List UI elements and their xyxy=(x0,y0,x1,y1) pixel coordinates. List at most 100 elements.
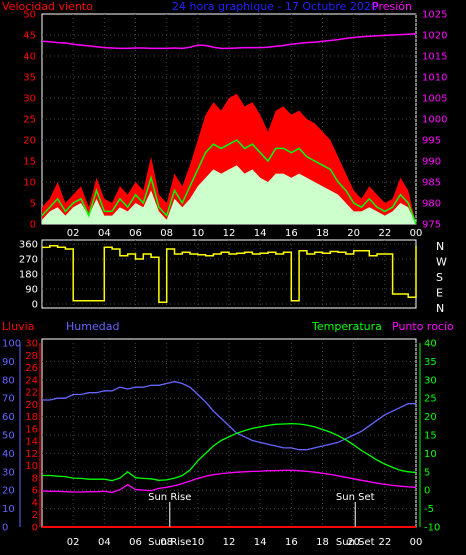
rain-tick-label: 14 xyxy=(25,437,38,448)
pressure-line xyxy=(41,32,417,50)
wind-average-line xyxy=(41,139,417,225)
wind-tick-label: 10 xyxy=(23,178,36,189)
humidity-tick-label: 90 xyxy=(2,357,15,368)
hour-tick-label: 20 xyxy=(347,537,360,548)
wind-direction-line xyxy=(41,244,417,304)
rain-tick-label: 28 xyxy=(25,351,38,362)
sun-axis-annotation: Sun Set xyxy=(336,537,375,548)
humidity-tick-label: 40 xyxy=(2,449,15,460)
hour-tick-label: 04 xyxy=(98,228,111,239)
wind-tick-label: 25 xyxy=(23,115,36,126)
dewpoint-label: Punto rocío xyxy=(392,320,454,333)
rain-tick-label: 0 xyxy=(32,523,38,534)
hour-tick-label: 18 xyxy=(316,228,329,239)
compass-label: N xyxy=(436,240,444,253)
hour-tick-label: 18 xyxy=(316,537,329,548)
hour-tick-label: 00 xyxy=(410,537,423,548)
hour-tick-label: 14 xyxy=(254,537,267,548)
hour-tick-label: 06 xyxy=(129,228,142,239)
hour-tick-label: 10 xyxy=(191,228,204,239)
compass-label: W xyxy=(436,256,447,269)
temperature-tick-label: -10 xyxy=(424,523,440,534)
pressure-tick-label: 995 xyxy=(422,136,441,147)
hour-tick-label: 16 xyxy=(285,537,298,548)
rain-tick-label: 2 xyxy=(32,510,38,521)
humidity-tick-label: 50 xyxy=(2,431,15,442)
compass-label: N xyxy=(436,302,444,315)
humidity-tick-label: 10 xyxy=(2,504,15,515)
dewpoint-line xyxy=(41,469,417,494)
rain-tick-label: 10 xyxy=(25,461,38,472)
wind-tick-label: 40 xyxy=(23,52,36,63)
temperature-tick-label: 20 xyxy=(424,412,437,423)
wind-average-area xyxy=(42,165,416,224)
rain-tick-label: 8 xyxy=(32,473,38,484)
hour-tick-label: 14 xyxy=(254,228,267,239)
rain-tick-label: 26 xyxy=(25,363,38,374)
wind-tick-label: 45 xyxy=(23,31,36,42)
wind-tick-label: 50 xyxy=(23,10,36,21)
wind-tick-label: 30 xyxy=(23,94,36,105)
pressure-tick-label: 1015 xyxy=(422,52,447,63)
pressure-tick-label: 1020 xyxy=(422,31,447,42)
pressure-tick-label: 985 xyxy=(422,178,441,189)
temperature-tick-label: 15 xyxy=(424,431,437,442)
direction-tick-label: 180 xyxy=(19,270,38,281)
temperature-tick-label: 35 xyxy=(424,357,437,368)
humidity-tick-label: 60 xyxy=(2,412,15,423)
rain-tick-label: 30 xyxy=(25,339,38,350)
rain-label: Lluvia xyxy=(2,320,34,333)
hour-tick-label: 00 xyxy=(410,228,423,239)
climate-panel: Lluvia Humedad Temperatura Punto rocío 0… xyxy=(2,320,454,548)
chart-title: 24 hora graphique - 17 Octubre 2020 xyxy=(172,0,378,13)
hour-tick-label: 16 xyxy=(285,228,298,239)
rain-tick-label: 18 xyxy=(25,412,38,423)
wind-tick-label: 35 xyxy=(23,73,36,84)
pressure-tick-label: 975 xyxy=(422,220,441,231)
rain-tick-label: 4 xyxy=(32,498,38,509)
pressure-tick-label: 1025 xyxy=(422,10,447,21)
hour-tick-label: 08 xyxy=(160,228,173,239)
humidity-tick-label: 80 xyxy=(2,375,15,386)
rain-tick-label: 20 xyxy=(25,400,38,411)
humidity-tick-label: 0 xyxy=(2,523,8,534)
humidity-tick-label: 100 xyxy=(2,339,21,350)
hour-tick-label: 22 xyxy=(378,537,391,548)
pressure-tick-label: 980 xyxy=(422,199,441,210)
direction-tick-label: 270 xyxy=(19,255,38,266)
wind-tick-label: 20 xyxy=(23,136,36,147)
wind-tick-label: 0 xyxy=(30,220,36,231)
sun-annotation: Sun Set xyxy=(336,492,375,503)
rain-tick-label: 6 xyxy=(32,486,38,497)
rain-tick-label: 12 xyxy=(25,449,38,460)
wind-tick-label: 15 xyxy=(23,157,36,168)
hour-tick-label: 04 xyxy=(98,537,111,548)
compass-label: S xyxy=(436,271,443,284)
temperature-tick-label: 30 xyxy=(424,375,437,386)
pressure-label: Presión xyxy=(372,0,412,13)
temperature-line xyxy=(42,422,417,482)
direction-tick-label: 90 xyxy=(25,285,38,296)
wind-tick-label: 5 xyxy=(30,199,36,210)
compass-label: E xyxy=(436,287,443,300)
sun-annotation: Sun Rise xyxy=(148,492,191,503)
temperature-tick-label: 5 xyxy=(424,467,430,478)
wind-pressure-panel: Velocidad viento 24 hora graphique - 17 … xyxy=(2,0,447,239)
temperature-tick-label: 10 xyxy=(424,449,437,460)
pressure-tick-label: 990 xyxy=(422,157,441,168)
temperature-tick-label: 40 xyxy=(424,339,437,350)
hour-tick-label: 02 xyxy=(67,537,80,548)
temperature-tick-label: -5 xyxy=(424,504,434,515)
pressure-tick-label: 1010 xyxy=(422,73,447,84)
hour-tick-label: 20 xyxy=(347,228,360,239)
humidity-tick-label: 70 xyxy=(2,394,15,405)
wind-speed-label: Velocidad viento xyxy=(2,0,93,13)
rain-tick-label: 22 xyxy=(25,388,38,399)
pressure-tick-label: 1000 xyxy=(422,115,447,126)
humidity-tick-label: 20 xyxy=(2,486,15,497)
temperature-tick-label: 0 xyxy=(424,486,430,497)
humidity-label: Humedad xyxy=(66,320,119,333)
hour-tick-label: 12 xyxy=(223,537,236,548)
